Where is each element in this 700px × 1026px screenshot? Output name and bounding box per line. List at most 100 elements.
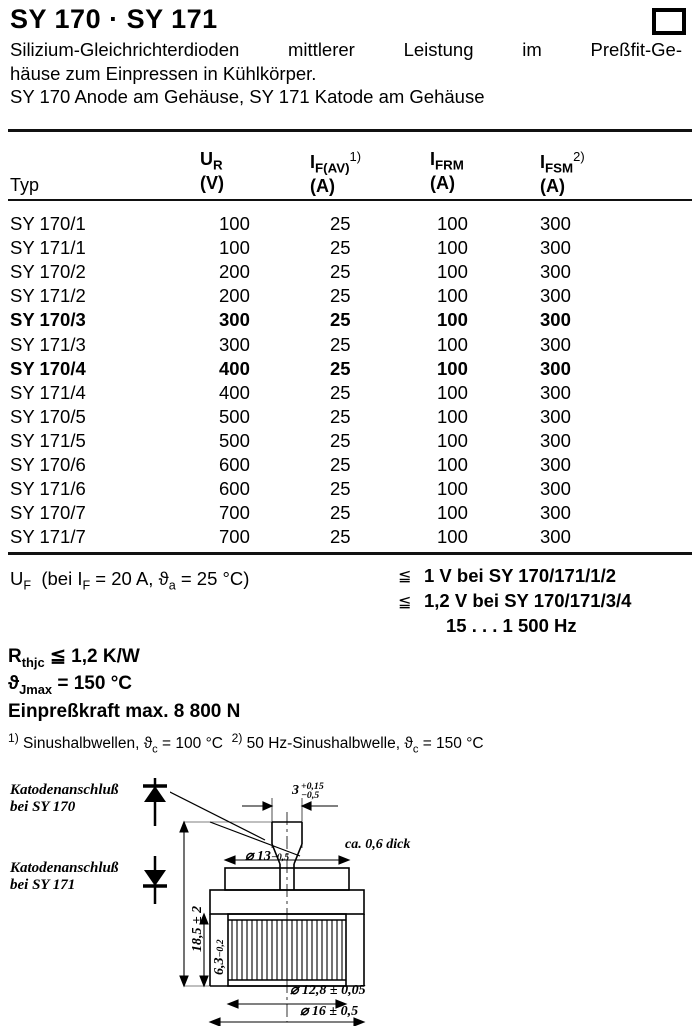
less-equal-symbol-2: ≦ bbox=[398, 594, 412, 611]
table-bottom-rule bbox=[8, 552, 692, 555]
cell-ifrm: 100 bbox=[437, 261, 468, 283]
dim-body-height-value: 6,3 bbox=[212, 957, 227, 976]
tjmax-symbol: ϑ bbox=[8, 673, 20, 694]
cell-ifsm: 300 bbox=[540, 357, 571, 379]
cell-ur: 200 bbox=[219, 285, 250, 307]
cell-ifsm: 300 bbox=[540, 405, 571, 427]
cell-ur: 600 bbox=[219, 478, 250, 500]
ifav-symbol: I bbox=[310, 152, 316, 172]
cell-ifav: 25 bbox=[330, 357, 351, 379]
ifav-subscript: F(AV) bbox=[315, 160, 350, 176]
ifsm-subscript: FSM bbox=[545, 160, 574, 176]
cell-ifav: 25 bbox=[330, 237, 351, 259]
table-row: SY 170/6 600 25 100 300 bbox=[0, 454, 700, 476]
footnote-2-value: = 150 °C bbox=[418, 735, 484, 753]
cell-typ: SY 171/3 bbox=[10, 333, 86, 355]
cell-ur: 700 bbox=[219, 526, 250, 548]
footnote-2-text: 50 Hz-Sinushalbwelle, ϑ bbox=[242, 735, 413, 753]
footnote-2-marker: 2) bbox=[231, 731, 243, 745]
cell-ifav: 25 bbox=[330, 526, 351, 548]
cell-ifsm: 300 bbox=[540, 213, 571, 234]
cell-ifrm: 100 bbox=[437, 213, 468, 234]
footnote-1-sub: c bbox=[152, 743, 158, 756]
footnote-2-sub: c bbox=[412, 743, 419, 756]
ifsm-unit: (A) bbox=[540, 175, 565, 196]
cell-ifrm: 100 bbox=[437, 405, 468, 427]
intro-line-1: Silizium-Gleichrichterdioden mittlerer L… bbox=[10, 39, 682, 60]
table-row: SY 170/4 400 25 100 300 bbox=[0, 358, 700, 380]
dim-d13: ⌀ 13−0,5 bbox=[245, 848, 289, 865]
uf-condition-2: = 20 A, ϑ bbox=[90, 568, 169, 589]
uf-condition-1-sub: F bbox=[82, 578, 91, 593]
cell-ifav: 25 bbox=[330, 213, 351, 234]
cell-ur: 500 bbox=[219, 405, 250, 427]
intro-line-3: SY 170 Anode am Gehäuse, SY 171 Katode a… bbox=[10, 86, 485, 107]
table-row: SY 171/4 400 25 100 300 bbox=[0, 382, 700, 404]
ur-symbol: U bbox=[200, 149, 213, 169]
cell-ur: 600 bbox=[219, 454, 250, 475]
cell-typ: SY 170/2 bbox=[10, 261, 86, 283]
ur-unit: (V) bbox=[200, 172, 224, 193]
table-row: SY 171/2 200 25 100 300 bbox=[0, 285, 700, 307]
press-force-line: Einpreßkraft max. 8 800 N bbox=[8, 701, 241, 722]
mechanical-outline-svg bbox=[170, 791, 366, 1026]
cell-ifrm: 100 bbox=[437, 502, 468, 524]
cell-ifsm: 300 bbox=[540, 261, 571, 283]
dim-pin-tol-minus: −0,5 bbox=[301, 790, 320, 801]
cell-ifav: 25 bbox=[330, 333, 351, 355]
intro-paragraph: Silizium-Gleichrichterdioden mittlerer L… bbox=[10, 38, 682, 109]
rth-spec-line: Rthjc ≦ 1,2 K/W bbox=[8, 645, 140, 670]
cell-ifav: 25 bbox=[330, 478, 351, 500]
package-outline-drawing: Katodenanschluß bei SY 170 Katodenanschl… bbox=[0, 760, 700, 1026]
cell-ur: 100 bbox=[219, 213, 250, 234]
cell-typ: SY 170/1 bbox=[10, 213, 86, 234]
cell-ifsm: 300 bbox=[540, 526, 571, 548]
cell-typ: SY 171/6 bbox=[10, 478, 86, 500]
cell-ifsm: 300 bbox=[540, 454, 571, 475]
cell-typ: SY 171/1 bbox=[10, 237, 86, 259]
ifrm-symbol: I bbox=[430, 149, 436, 169]
tjmax-spec-line: ϑJmax = 150 °C bbox=[8, 673, 132, 697]
cell-ifsm: 300 bbox=[540, 478, 571, 500]
dim-pin-width-value: 3 bbox=[292, 783, 299, 799]
footnotes-line: 1) Sinushalbwellen, ϑc = 100 °C 2) 50 Hz… bbox=[8, 731, 484, 755]
uf-spec-line: UF (bei IF = 20 A, ϑa = 25 °C) bbox=[10, 568, 249, 593]
cell-ifrm: 100 bbox=[437, 333, 468, 355]
rth-value: ≦ 1,2 K/W bbox=[44, 646, 140, 667]
cell-ifrm: 100 bbox=[437, 429, 468, 451]
cell-ifsm: 300 bbox=[540, 429, 571, 451]
cell-ifav: 25 bbox=[330, 502, 351, 524]
cell-ifav: 25 bbox=[330, 285, 351, 307]
cell-ifrm: 100 bbox=[437, 309, 468, 331]
table-row: SY 171/7 700 25 100 300 bbox=[0, 526, 700, 548]
less-equal-symbol-1: ≦ bbox=[398, 568, 412, 585]
cell-typ: SY 171/7 bbox=[10, 526, 86, 548]
uf-subscript: F bbox=[23, 578, 32, 593]
table-row: SY 171/5 500 25 100 300 bbox=[0, 430, 700, 452]
table-row: SY 170/3 300 25 100 300 bbox=[0, 309, 700, 331]
tjmax-value: = 150 °C bbox=[52, 673, 133, 694]
footnote-1-value: = 100 °C bbox=[157, 735, 223, 753]
dim-pin-tol-plus: +0,15 bbox=[301, 781, 324, 792]
column-header-ur: UR (V) bbox=[200, 149, 290, 194]
ifav-unit: (A) bbox=[310, 175, 335, 196]
table-row: SY 170/7 700 25 100 300 bbox=[0, 502, 700, 524]
dim-body-height-tol: −0,2 bbox=[215, 939, 226, 958]
cell-ifrm: 100 bbox=[437, 454, 468, 475]
cell-ur: 100 bbox=[219, 237, 250, 259]
tjmax-subscript: Jmax bbox=[19, 681, 53, 697]
uf-condition-2-sub: a bbox=[168, 578, 176, 593]
uf-condition-1: (bei I bbox=[41, 568, 83, 589]
column-header-typ: Typ bbox=[10, 175, 40, 195]
intro-line-2: häuse zum Einpressen in Kühlkörper. bbox=[10, 62, 317, 84]
table-row: SY 170/2 200 25 100 300 bbox=[0, 261, 700, 283]
column-header-ifrm: IFRM (A) bbox=[430, 149, 520, 194]
cell-typ: SY 170/7 bbox=[10, 502, 86, 524]
cell-ifav: 25 bbox=[330, 261, 351, 283]
cell-typ: SY 171/5 bbox=[10, 429, 86, 451]
cell-ifrm: 100 bbox=[437, 357, 468, 379]
ifsm-footnote-marker: 2) bbox=[573, 149, 585, 164]
cell-ifsm: 300 bbox=[540, 333, 571, 355]
footnote-1-marker: 1) bbox=[8, 731, 19, 745]
